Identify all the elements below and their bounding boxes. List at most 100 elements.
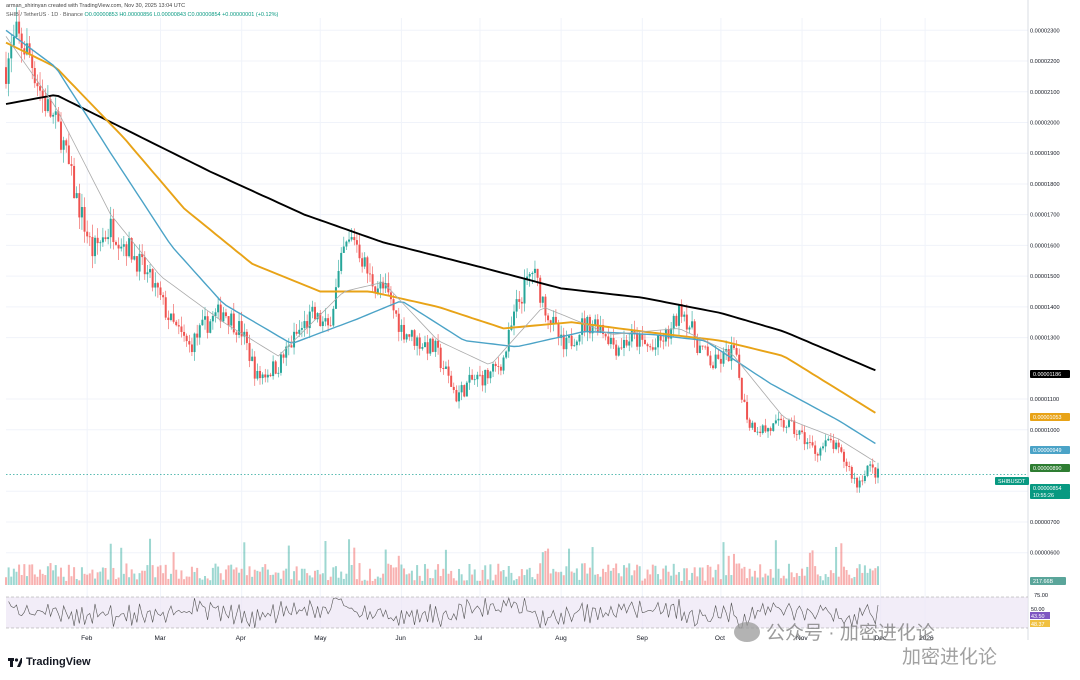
candle-body bbox=[481, 374, 484, 386]
volume-bar bbox=[630, 575, 633, 585]
candle-body bbox=[782, 420, 785, 428]
rsi-value-label: 50.00 bbox=[1031, 607, 1045, 613]
volume-bar bbox=[722, 542, 725, 585]
candle-body bbox=[468, 374, 471, 383]
volume-bar bbox=[544, 550, 547, 585]
price-tag bbox=[1030, 484, 1070, 492]
volume-bar bbox=[253, 569, 256, 585]
volume-bar bbox=[188, 576, 191, 585]
volume-bar bbox=[869, 568, 872, 585]
volume-bar bbox=[602, 568, 605, 585]
volume-bar bbox=[243, 542, 246, 585]
candle-body bbox=[478, 374, 481, 376]
candle-body bbox=[133, 256, 136, 260]
tradingview-logo[interactable]: TradingView bbox=[8, 656, 91, 668]
candle-body bbox=[808, 442, 811, 443]
price-tag-label: 0.00001053 bbox=[1033, 415, 1061, 421]
candle-body bbox=[746, 401, 749, 420]
candle-body bbox=[175, 321, 178, 326]
candle-body bbox=[190, 344, 193, 353]
volume-bar bbox=[114, 579, 117, 585]
candle-body bbox=[107, 237, 110, 240]
volume-bar bbox=[272, 574, 275, 585]
volume-bar bbox=[290, 579, 293, 585]
volume-bar bbox=[756, 577, 759, 585]
candle-body bbox=[397, 313, 400, 332]
volume-bar bbox=[837, 576, 840, 585]
rsi-value-label: 48.37 bbox=[1031, 622, 1045, 628]
tradingview-logo-icon bbox=[8, 657, 22, 667]
candle-body bbox=[633, 330, 636, 334]
candle-body bbox=[547, 315, 550, 321]
volume-bar bbox=[675, 574, 678, 585]
volume-bar bbox=[740, 568, 743, 585]
volume-bar bbox=[238, 572, 241, 585]
month-tick-label: Feb bbox=[81, 635, 93, 642]
candle-body bbox=[439, 347, 442, 369]
candle-body bbox=[319, 313, 322, 327]
volume-bar bbox=[861, 572, 864, 585]
price-tag-label: 0.00001186 bbox=[1033, 372, 1061, 378]
volume-bar bbox=[662, 568, 665, 585]
volume-bar bbox=[494, 574, 497, 585]
candle-body bbox=[727, 349, 730, 362]
volume-bar bbox=[685, 568, 688, 585]
candle-body bbox=[759, 431, 762, 434]
candle-body bbox=[33, 68, 36, 84]
volume-bar bbox=[822, 580, 825, 585]
candle-body bbox=[230, 313, 233, 326]
volume-bar bbox=[484, 565, 487, 585]
candle-body bbox=[70, 164, 73, 166]
candle-body bbox=[473, 379, 476, 381]
volume-bar bbox=[355, 579, 358, 585]
candle-body bbox=[204, 316, 207, 320]
volume-bar bbox=[274, 572, 277, 585]
candle-body bbox=[73, 165, 76, 199]
volume-bar bbox=[863, 565, 866, 585]
candle-body bbox=[638, 334, 641, 347]
volume-bar bbox=[112, 567, 115, 585]
volume-bar bbox=[620, 576, 623, 585]
candle-body bbox=[489, 371, 492, 379]
candle-body bbox=[599, 324, 602, 332]
candle-body bbox=[526, 276, 529, 280]
candle-body bbox=[345, 241, 348, 247]
volume-bar bbox=[332, 567, 335, 585]
volume-bar bbox=[41, 573, 44, 585]
volume-bar bbox=[458, 568, 461, 585]
candle-body bbox=[515, 299, 518, 312]
volume-bar bbox=[78, 580, 81, 585]
volume-bar bbox=[641, 580, 644, 585]
volume-bar bbox=[568, 548, 571, 585]
volume-bar bbox=[586, 573, 589, 585]
volume-bar bbox=[196, 567, 199, 585]
candle-body bbox=[130, 238, 133, 260]
candle-body bbox=[120, 246, 123, 249]
candle-body bbox=[706, 346, 709, 356]
volume-bar bbox=[266, 569, 269, 585]
candle-body bbox=[104, 237, 107, 240]
price-tag-label: 0.00000890 bbox=[1033, 466, 1061, 472]
candle-body bbox=[128, 238, 131, 257]
volume-bar bbox=[232, 569, 235, 585]
candle-body bbox=[408, 334, 411, 337]
volume-bar bbox=[434, 569, 437, 585]
candle-body bbox=[395, 310, 398, 314]
price-tag bbox=[1030, 370, 1070, 378]
candle-body bbox=[554, 316, 557, 324]
candle-body bbox=[201, 319, 204, 326]
volume-bar bbox=[497, 563, 500, 585]
candle-body bbox=[293, 331, 296, 348]
price-tick-label: 0.00002100 bbox=[1030, 90, 1060, 96]
volume-bar bbox=[874, 568, 877, 585]
volume-bar bbox=[481, 569, 484, 585]
volume-bar bbox=[759, 564, 762, 585]
candle-body bbox=[67, 145, 70, 165]
candle-body bbox=[798, 430, 801, 435]
volume-bar bbox=[513, 580, 516, 585]
volume-bar bbox=[12, 568, 15, 585]
candle-body bbox=[732, 345, 735, 349]
volume-bar bbox=[39, 569, 42, 585]
candle-body bbox=[206, 316, 209, 333]
